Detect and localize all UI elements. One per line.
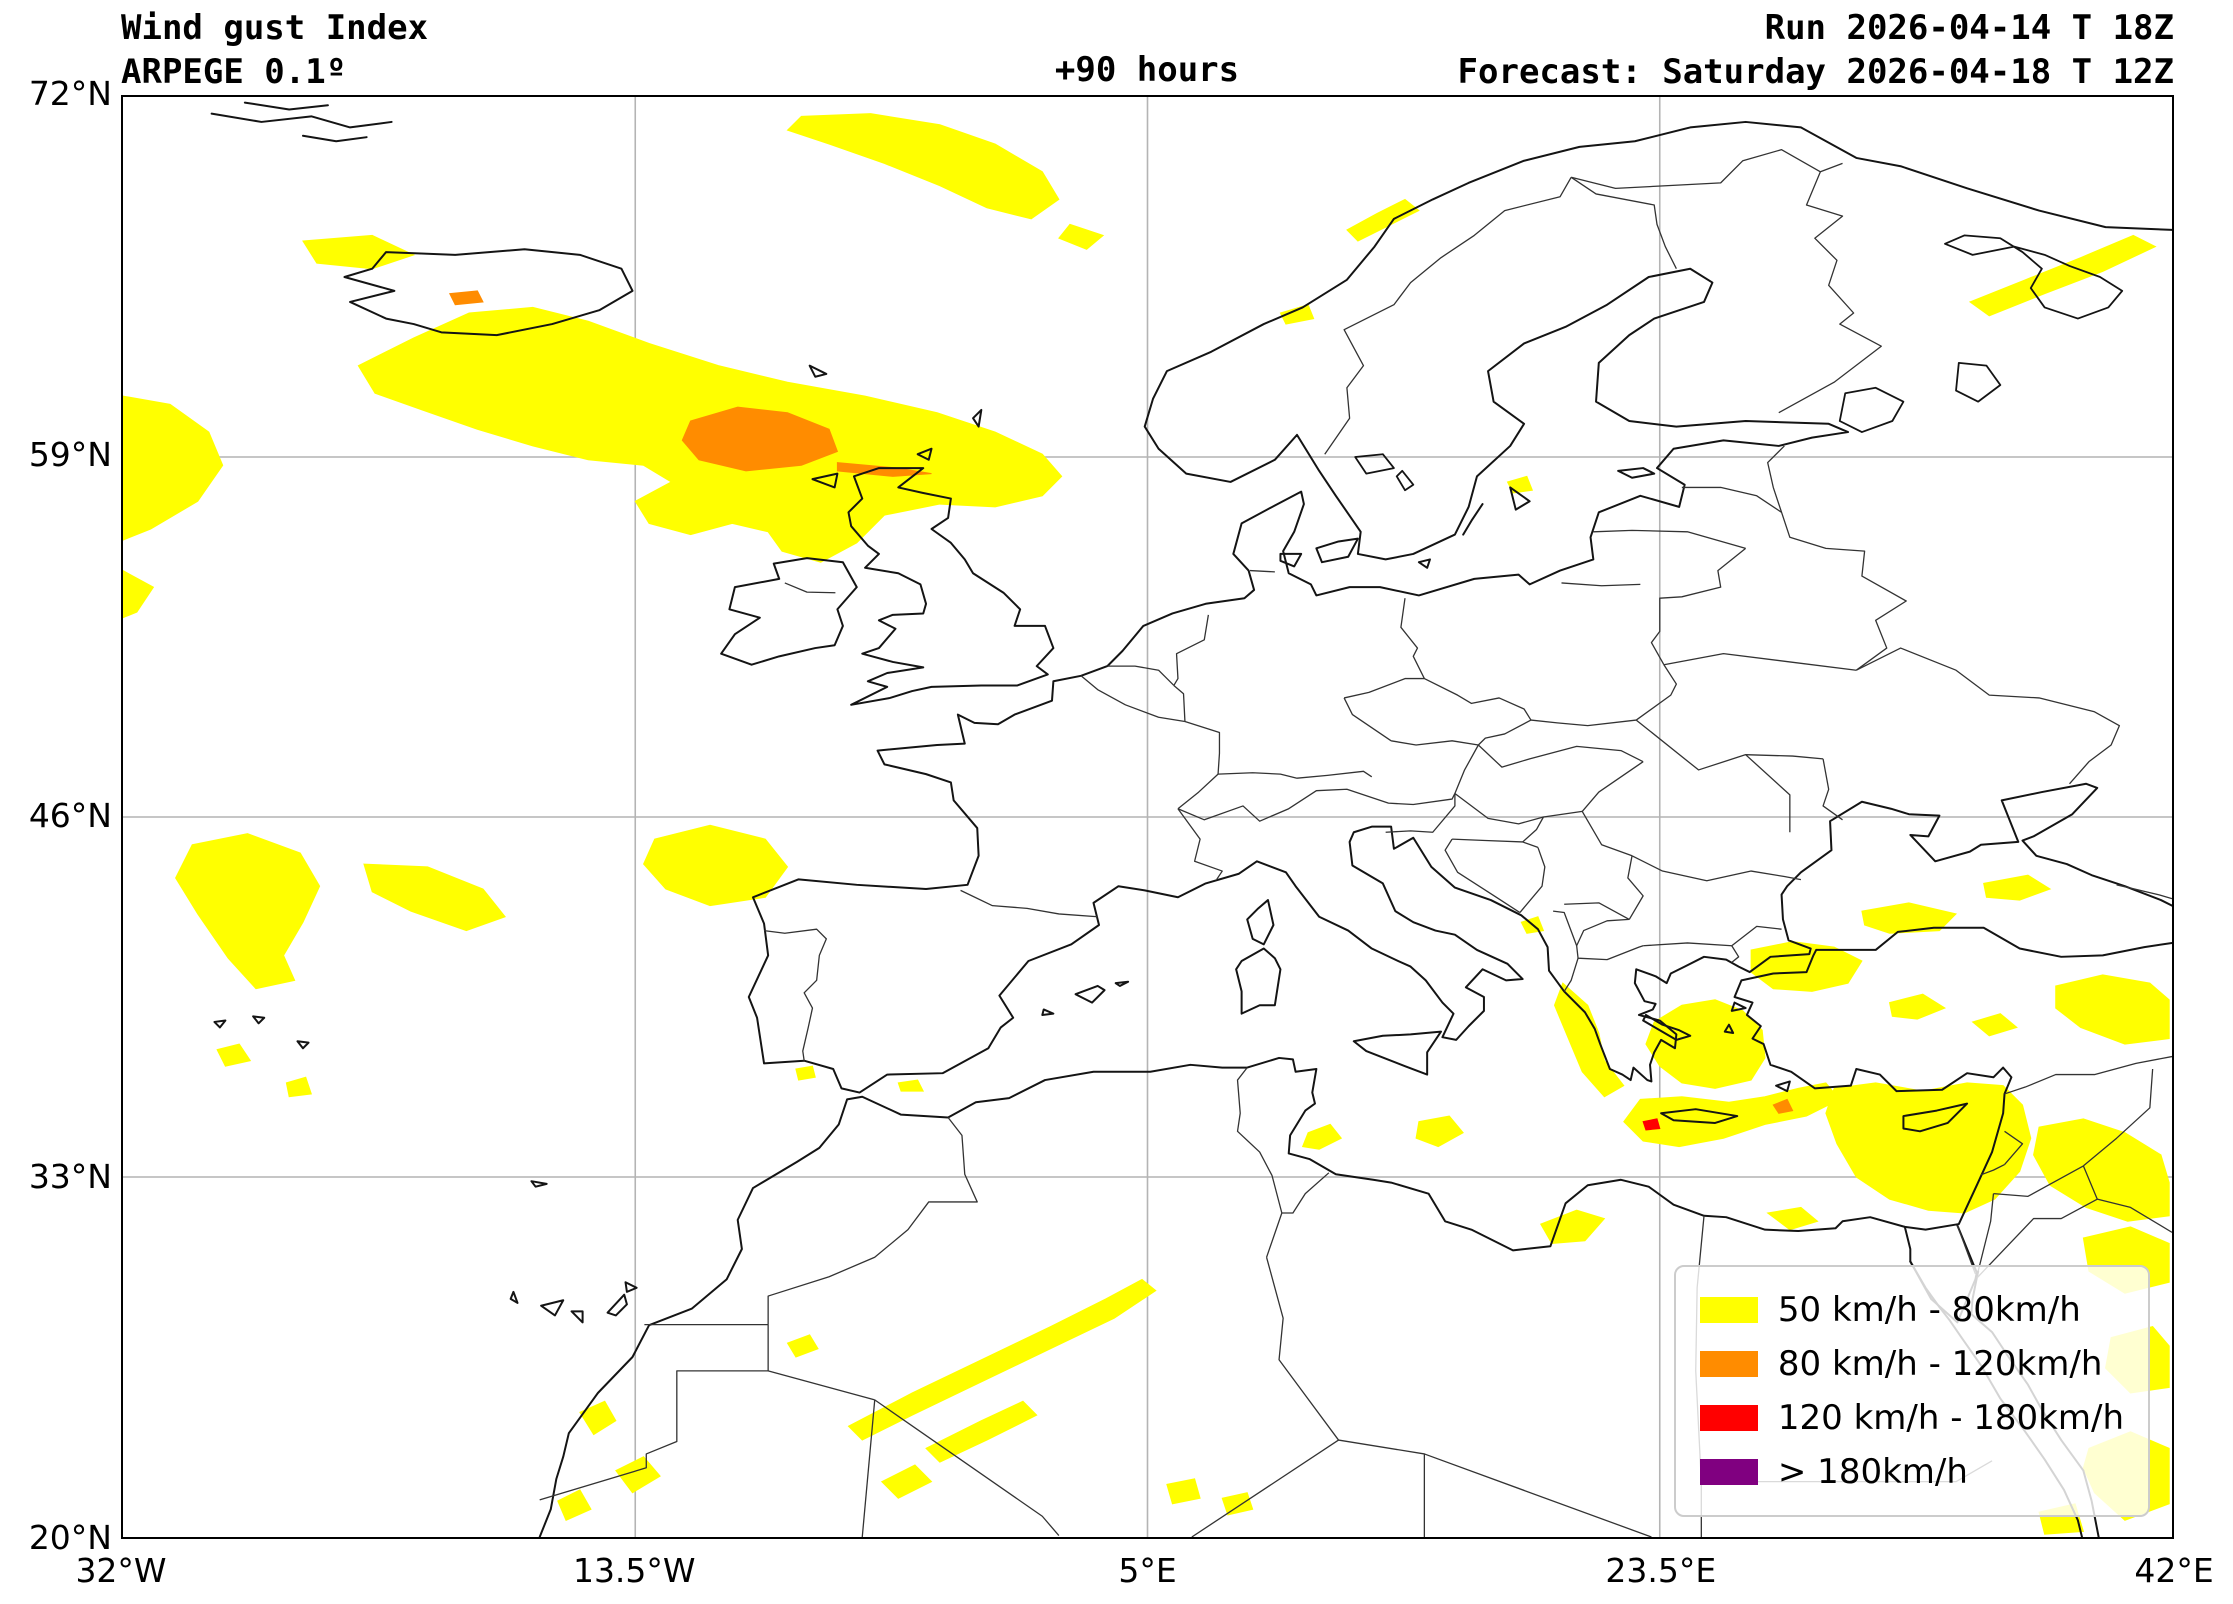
- wind-gust-area-l1: [1221, 1492, 1254, 1516]
- legend-color-swatch: [1699, 1297, 1758, 1323]
- legend-color-swatch: [1699, 1405, 1758, 1431]
- wind-gust-area-l1: [1346, 198, 1420, 242]
- wind-gust-area-l1: [1766, 1206, 1819, 1231]
- header-left: Wind gust Index ARPEGE 0.1º: [121, 6, 428, 94]
- wind-gust-area-l1: [1825, 1082, 2032, 1214]
- wind-gust-area-l1: [1888, 993, 1947, 1020]
- legend-row: 120 km/h - 180km/h: [1699, 1391, 2124, 1445]
- wind-gust-area-l1: [2033, 1118, 2170, 1222]
- wind-gust-area-l1: [363, 863, 506, 932]
- lat-tick-label: 72°N: [28, 74, 112, 113]
- wind-gust-area-l1: [1415, 1115, 1464, 1148]
- wind-gust-area-l3: [1642, 1118, 1661, 1131]
- lat-tick-label: 59°N: [28, 435, 112, 474]
- legend-color-swatch: [1699, 1351, 1758, 1377]
- wind-gust-area-l1: [216, 1043, 252, 1067]
- legend-row: 80 km/h - 120km/h: [1699, 1337, 2124, 1391]
- wind-gust-area-l1: [123, 395, 224, 541]
- legend-row: > 180km/h: [1699, 1445, 2124, 1499]
- lon-tick-label: 32°W: [75, 1551, 167, 1590]
- wind-gust-area-l1: [302, 234, 416, 270]
- map-frame: 50 km/h - 80km/h 80 km/h - 120km/h 120 km/…: [121, 95, 2174, 1539]
- product-title: Wind gust Index: [121, 8, 429, 48]
- lon-tick-label: 13.5°W: [572, 1551, 696, 1590]
- legend-row: 50 km/h - 80km/h: [1699, 1283, 2124, 1337]
- lat-tick-label: 33°N: [28, 1157, 112, 1196]
- legend-label: > 180km/h: [1777, 1452, 1968, 1492]
- wind-gust-area-l1: [175, 833, 321, 990]
- wind-gust-area-l1: [786, 1334, 819, 1358]
- legend-label: 80 km/h - 120km/h: [1777, 1344, 2103, 1384]
- wind-gust-area-l1: [1645, 999, 1766, 1089]
- wind-gust-area-l1: [847, 1278, 1157, 1441]
- lon-tick-label: 42°E: [2134, 1551, 2214, 1590]
- wind-gust-area-l1: [642, 824, 789, 907]
- wind-gust-area-l1: [1861, 902, 1958, 934]
- wind-gust-area-l1: [1983, 874, 2052, 901]
- wind-gust-area-l1: [1166, 1478, 1201, 1505]
- run-time: Run 2026-04-14 T 18Z: [1764, 8, 2174, 48]
- wind-gust-area-l1: [1301, 1123, 1343, 1150]
- wind-gust-area-l1: [897, 1079, 925, 1092]
- wind-gust-area-l1: [123, 570, 155, 619]
- wind-gust-area-l1: [579, 1400, 617, 1436]
- model-name: ARPEGE 0.1º: [121, 52, 347, 92]
- wind-gust-area-l1: [557, 1489, 592, 1522]
- wind-gust-area-l1: [786, 113, 1060, 220]
- wind-gust-area-l2: [448, 290, 484, 306]
- wind-gust-area-l1: [880, 1464, 933, 1499]
- lat-tick-label: 20°N: [28, 1518, 112, 1557]
- lat-tick-label: 46°N: [28, 796, 112, 835]
- lakes-layer: [1354, 234, 2124, 492]
- header-right: Run 2026-04-14 T 18Z Forecast: Saturday …: [1458, 6, 2174, 94]
- wind-gust-area-l1: [2055, 974, 2170, 1045]
- wind-gust-area-l1: [1058, 223, 1105, 250]
- wind-gust-area-l1: [1971, 1013, 2018, 1037]
- wind-gust-area-l1: [795, 1065, 816, 1081]
- wind-gust-area-l2: [1772, 1098, 1794, 1114]
- wind-gust-area-l1: [1553, 982, 1625, 1098]
- legend-color-swatch: [1699, 1459, 1758, 1485]
- wind-gust-area-l1: [1968, 234, 2157, 317]
- lon-tick-label: 23.5°E: [1605, 1551, 1717, 1590]
- legend-label: 120 km/h - 180km/h: [1777, 1398, 2124, 1438]
- valid-time: Forecast: Saturday 2026-04-18 T 12Z: [1457, 52, 2174, 92]
- wind-gust-area-l1: [1279, 304, 1315, 325]
- wind-gust-area-l1: [285, 1076, 312, 1098]
- wind-gust-area-l1: [925, 1400, 1038, 1463]
- wind-gust-area-l1: [1540, 1209, 1606, 1244]
- forecast-lead-time: +90 hours: [1054, 50, 1240, 90]
- gridlines-layer: [123, 97, 2172, 1537]
- lon-tick-label: 5°E: [1118, 1551, 1177, 1590]
- legend: 50 km/h - 80km/h 80 km/h - 120km/h 120 km/…: [1673, 1265, 2150, 1517]
- legend-label: 50 km/h - 80km/h: [1777, 1290, 2081, 1330]
- wind-gust-area-l2: [681, 406, 839, 472]
- wind-gust-area-l1: [615, 1456, 661, 1494]
